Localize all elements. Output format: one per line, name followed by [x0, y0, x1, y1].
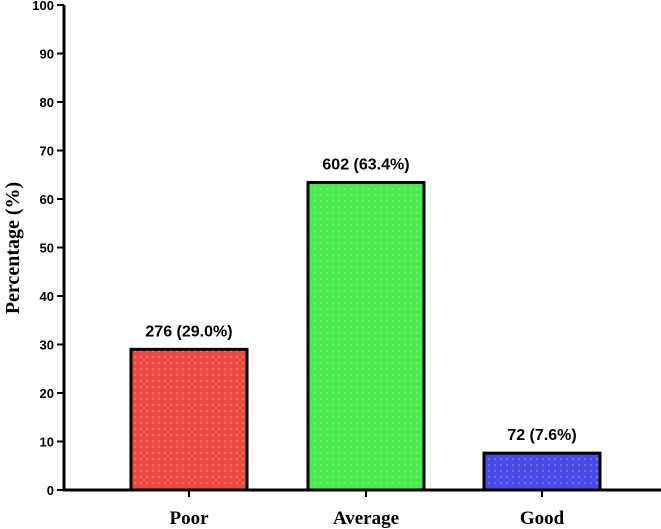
bar-texture — [309, 184, 423, 489]
y-tick-label: 0 — [47, 483, 54, 498]
y-tick-label: 20 — [40, 386, 54, 401]
x-tick-label: Good — [520, 508, 565, 529]
y-tick-label: 50 — [40, 241, 54, 256]
data-label: 276 (29.0%) — [145, 323, 232, 340]
data-label: 602 (63.4%) — [322, 157, 409, 174]
bar-texture — [132, 350, 246, 489]
y-tick-label: 100 — [32, 0, 54, 13]
y-tick-label: 30 — [40, 338, 54, 353]
data-label: 72 (7.6%) — [507, 427, 576, 444]
y-tick-label: 40 — [40, 289, 54, 304]
y-axis-title: Percentage (%) — [2, 182, 24, 314]
y-tick-label: 10 — [40, 435, 54, 450]
bar-texture — [485, 454, 599, 489]
x-tick-label: Poor — [169, 508, 209, 529]
x-axis-labels: Poor Average Good — [169, 490, 565, 529]
y-tick-label: 60 — [40, 192, 54, 207]
bars: 276 (29.0%) 602 (63.4%) 72 (7.6%) — [129, 157, 602, 492]
y-tick-label: 90 — [40, 47, 54, 62]
y-tick-label: 70 — [40, 144, 54, 159]
y-axis-ticks: 0 10 20 30 40 50 60 70 80 90 100 — [32, 0, 64, 498]
y-tick-label: 80 — [40, 95, 54, 110]
axes — [62, 5, 661, 492]
x-tick-label: Average — [333, 508, 399, 529]
